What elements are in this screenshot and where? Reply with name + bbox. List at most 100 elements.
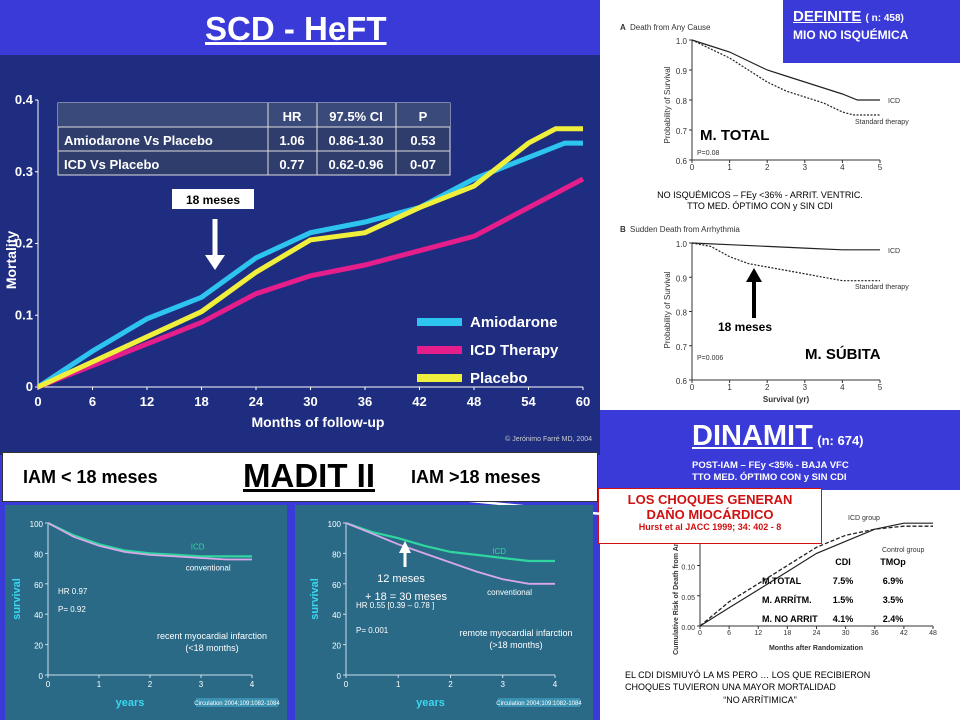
series-label-conventional: conventional (487, 588, 532, 597)
madit-left-note-2: (<18 months) (185, 643, 238, 653)
madit-left-citation: Circulation 2004;109:1082-1084 (194, 701, 280, 707)
definite-n: ( n: 458) (865, 13, 904, 24)
madit-left-bg (5, 505, 287, 720)
xlabel-b: Survival (yr) (763, 395, 810, 404)
x-tick-label: 30 (842, 630, 850, 637)
scdheft-table: HR 97.5% CI P Amiodarone Vs Placebo 1.06… (57, 102, 451, 176)
p-value-a: P=0.08 (697, 150, 719, 157)
madit-left-note-1: recent myocardial infarction (157, 631, 267, 641)
series-line-1 (691, 242, 880, 282)
x-tick-label: 6 (89, 394, 96, 409)
ylabel-b: Probability of Survival (663, 271, 672, 348)
x-tick-label: 2 (448, 680, 453, 689)
x-tick-label: 4 (840, 383, 845, 392)
dinamit-table-cell: 2.4% (883, 614, 904, 624)
madit-ylabel: survival (309, 578, 321, 620)
dinamit-table-cell: 7.5% (833, 576, 854, 586)
x-tick-label: 5 (878, 383, 883, 392)
y-tick-label: 0.3 (15, 164, 33, 179)
x-tick-label: 4 (250, 680, 255, 689)
dinamit-title: DINAMIT (692, 420, 813, 452)
x-tick-label: 24 (249, 394, 264, 409)
ylabel-a: Probability of Survival (663, 66, 672, 143)
madit-charts: 0 1 2 3 4020406080100ICDconventionalsurvival… (5, 505, 593, 720)
x-tick-label: 36 (358, 394, 372, 409)
scdheft-credit: © Jerónimo Farré MD, 2004 (505, 435, 592, 443)
table-cell: Amiodarone Vs Placebo (64, 133, 213, 148)
x-tick-label: 1 (97, 680, 102, 689)
table-header-ci: 97.5% CI (329, 109, 382, 124)
y-tick-label: 1.0 (676, 37, 688, 46)
xlabel-dinamit: Months after Randomization (769, 645, 863, 652)
x-tick-label: 2 (765, 383, 770, 392)
series-label-standard: Standard therapy (855, 119, 909, 126)
dinamit-table-cell: M. ARRÍTM. (762, 595, 812, 605)
madit-left-label: IAM < 18 meses (23, 467, 158, 487)
annotation-18-meses: 18 meses (186, 193, 240, 207)
table-header-hr: HR (283, 109, 302, 124)
x-tick-label: 4 (840, 163, 845, 172)
y-tick-label: 0.7 (676, 343, 688, 352)
y-tick-label: 20 (332, 642, 341, 651)
scdheft-chart: 0 6 12 18 24 30 36 42 48 54 60 0 0.1 0.2 0.3 0.4 Mortal… (0, 55, 600, 455)
p-value-b: P=0.006 (697, 355, 723, 362)
definite-title-box: DEFINITE ( n: 458) MIO NO ISQUÉMICA (783, 0, 960, 63)
y-tick-label: 0.4 (15, 92, 34, 107)
legend-label: Amiodarone (470, 314, 558, 331)
series-line-0 (47, 522, 252, 558)
x-tick-label: 5 (878, 163, 883, 172)
m-subita-label: M. SÚBITA (805, 345, 881, 363)
y-tick-label: 40 (332, 611, 341, 620)
y-tick-label: 40 (34, 611, 43, 620)
madit-right-note-1: remote myocardial infarction (459, 628, 572, 638)
series-line-2 (36, 126, 583, 390)
madit-xlabel: years (416, 697, 445, 709)
x-tick-label: 48 (929, 630, 937, 637)
y-tick-label: 80 (34, 550, 43, 559)
series-label-icd: ICD (888, 98, 900, 105)
dinamit-footer-1: EL CDI DISMIUYÓ LA MS PERO … LOS QUE REC… (625, 670, 870, 680)
dinamit-header: DINAMIT (n: 674) POST-IAM – FEy <35% - B… (600, 410, 960, 490)
y-tick-label: 60 (34, 581, 43, 590)
madit-right-citation: Circulation 2004;109:1082-1084 (496, 701, 582, 707)
x-tick-label: 0 (344, 680, 349, 689)
series-line-0 (345, 521, 555, 563)
y-tick-label: 0.9 (676, 274, 688, 283)
series-line-0 (691, 242, 880, 251)
panel-a-title: Death from Any Cause (630, 23, 711, 32)
x-tick-label: 0 (690, 383, 695, 392)
legend-label: Placebo (470, 370, 528, 387)
shock-damage-box: LOS CHOQUES GENERAN DAÑO MIOCÁRDICO Hurs… (598, 488, 822, 544)
x-tick-label: 54 (521, 394, 536, 409)
shock-box-line-1: LOS CHOQUES GENERAN (627, 492, 793, 507)
series-line-0 (36, 140, 583, 390)
x-tick-label: 0 (46, 680, 51, 689)
dinamit-table-header: TMOp (880, 557, 906, 567)
y-tick-label: 20 (34, 642, 43, 651)
arrow-up-icon (746, 268, 762, 282)
table-cell: 0.77 (279, 157, 304, 172)
series-label-standard: Standard therapy (855, 284, 909, 291)
x-tick-label: 48 (467, 394, 481, 409)
x-tick-label: 3 (501, 680, 506, 689)
y-tick-label: 0 (337, 672, 342, 681)
y-tick-label: 0.8 (676, 97, 688, 106)
x-tick-label: 3 (803, 163, 808, 172)
y-tick-label: 0.2 (15, 236, 33, 251)
madit-right-p: P= 0.001 (356, 626, 389, 635)
madit-annot-2: + 18 = 30 meses (365, 591, 447, 603)
dinamit-n: (n: 674) (817, 433, 864, 448)
definite-note-2: TTO MED. ÓPTIMO CON y SIN CDI (687, 201, 833, 211)
y-tick-label: 0.8 (676, 309, 688, 318)
x-tick-label: 0 (690, 163, 695, 172)
definite-subtitle: MIO NO ISQUÉMICA (793, 28, 909, 42)
page-title: SCD - HeFT (205, 10, 387, 47)
madit-left-p: P= 0.92 (58, 605, 86, 614)
series-label-conventional: conventional (186, 563, 231, 572)
table-cell: 1.06 (279, 133, 304, 148)
y-tick-label: 0.10 (681, 565, 695, 572)
definite-panel (600, 0, 960, 410)
dinamit-footer-3: “NO ARRÍTIMICA” (723, 695, 797, 705)
definite-charts: A Death from Any Cause 0 1 2 3 4 5 0.6 0.7 0.8 0.… (620, 23, 909, 404)
